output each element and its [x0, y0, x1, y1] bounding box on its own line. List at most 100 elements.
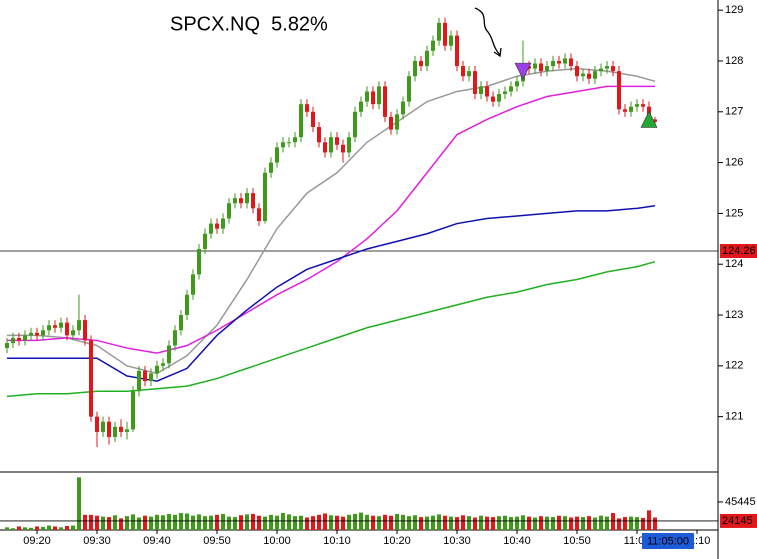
volume-bar: [479, 515, 483, 530]
volume-bar: [473, 517, 477, 530]
y-tick-label: 125: [725, 207, 743, 219]
volume-bar: [53, 526, 57, 530]
candle-body: [449, 35, 453, 46]
volume-bar: [347, 514, 351, 530]
volume-bar: [221, 513, 225, 530]
candle-body: [293, 137, 297, 143]
moving-average: [7, 85, 655, 354]
volume-bar: [161, 515, 165, 530]
volume-bar: [137, 517, 141, 530]
chart-title: SPCX.NQ 5.82%: [170, 13, 328, 35]
candle-body: [119, 426, 123, 432]
volume-bar: [647, 510, 651, 530]
volume-bar: [215, 514, 219, 530]
candle-body: [515, 81, 519, 87]
candle-body: [89, 340, 93, 417]
volume-bar: [155, 514, 159, 530]
x-tick-label: 09:50: [203, 535, 231, 547]
moving-average: [7, 205, 656, 382]
volume-bar: [191, 515, 195, 530]
volume-bar: [497, 516, 501, 530]
candle-body: [629, 106, 633, 112]
volume-bar: [593, 517, 597, 530]
annotation-arrow: [474, 7, 501, 56]
candle-body: [317, 127, 321, 143]
volume-bar: [545, 516, 549, 530]
candle-body: [641, 104, 645, 107]
candle-body: [611, 66, 615, 72]
volume-bar: [209, 515, 213, 530]
candle-body: [491, 96, 495, 102]
candle-body: [281, 142, 285, 148]
volume-bar: [635, 517, 639, 530]
candle-body: [329, 137, 333, 153]
volume-bar: [65, 525, 69, 530]
candle-body: [215, 223, 219, 229]
volume-bar: [449, 516, 453, 530]
candle-body: [113, 426, 117, 437]
y-tick-label: 124: [725, 258, 743, 270]
volume-bar: [431, 515, 435, 530]
volume-bar: [41, 526, 45, 530]
volume-bar: [305, 517, 309, 530]
volume-bar: [299, 515, 303, 530]
volume-bar: [101, 516, 105, 530]
candle-body: [479, 86, 483, 94]
x-tick-label: 10:00: [263, 535, 291, 547]
y-tick-label: 123: [725, 309, 743, 321]
candle-body: [179, 315, 183, 331]
y-tick-label: 122: [725, 360, 743, 372]
candle-body: [425, 50, 429, 67]
candle-body: [11, 337, 15, 343]
volume-bar: [587, 516, 591, 530]
volume-bar: [311, 516, 315, 530]
candle-body: [623, 109, 627, 112]
candle-body: [569, 58, 573, 67]
volume-bar: [641, 517, 645, 530]
candle-body: [23, 335, 27, 341]
volume-bar: [239, 515, 243, 530]
candle-body: [605, 66, 609, 69]
signal-marker: [514, 62, 532, 80]
volume-bar: [371, 515, 375, 530]
volume-bar: [533, 517, 537, 530]
candle-body: [401, 101, 405, 115]
volume-bar: [173, 514, 177, 530]
x-tick-label: 09:20: [23, 535, 51, 547]
candle-body: [563, 58, 567, 64]
volume-bar: [419, 517, 423, 530]
candle-body: [599, 68, 603, 72]
volume-bar: [203, 516, 207, 530]
candle-body: [65, 322, 69, 336]
candle-body: [161, 363, 165, 366]
candle-body: [95, 416, 99, 432]
volume-bar: [275, 515, 279, 530]
volume-bar: [59, 527, 63, 530]
volume-bar: [83, 514, 87, 530]
candle-body: [155, 365, 159, 374]
volume-bar: [227, 516, 231, 530]
volume-bar: [413, 515, 417, 530]
volume-bar: [197, 514, 201, 530]
volume-bar: [569, 517, 573, 530]
moving-average: [6, 260, 656, 398]
volume-bar: [353, 513, 357, 530]
candle-body: [269, 162, 273, 173]
volume-bar: [581, 517, 585, 530]
candle-body: [533, 63, 537, 69]
volume-bar: [527, 516, 531, 530]
volume-bar: [389, 515, 393, 530]
candle-body: [299, 104, 303, 138]
signal-marker: [640, 110, 658, 128]
volume-bar: [401, 514, 405, 530]
volume-bar: [503, 515, 507, 530]
candle-body: [107, 421, 111, 437]
candle-body: [461, 66, 465, 77]
candle-body: [143, 370, 147, 382]
candle-body: [341, 144, 345, 153]
candle-body: [653, 119, 657, 122]
volume-bar: [383, 514, 387, 530]
candle-body: [125, 429, 129, 432]
volume-bar: [521, 515, 525, 530]
candle-body: [335, 137, 339, 145]
